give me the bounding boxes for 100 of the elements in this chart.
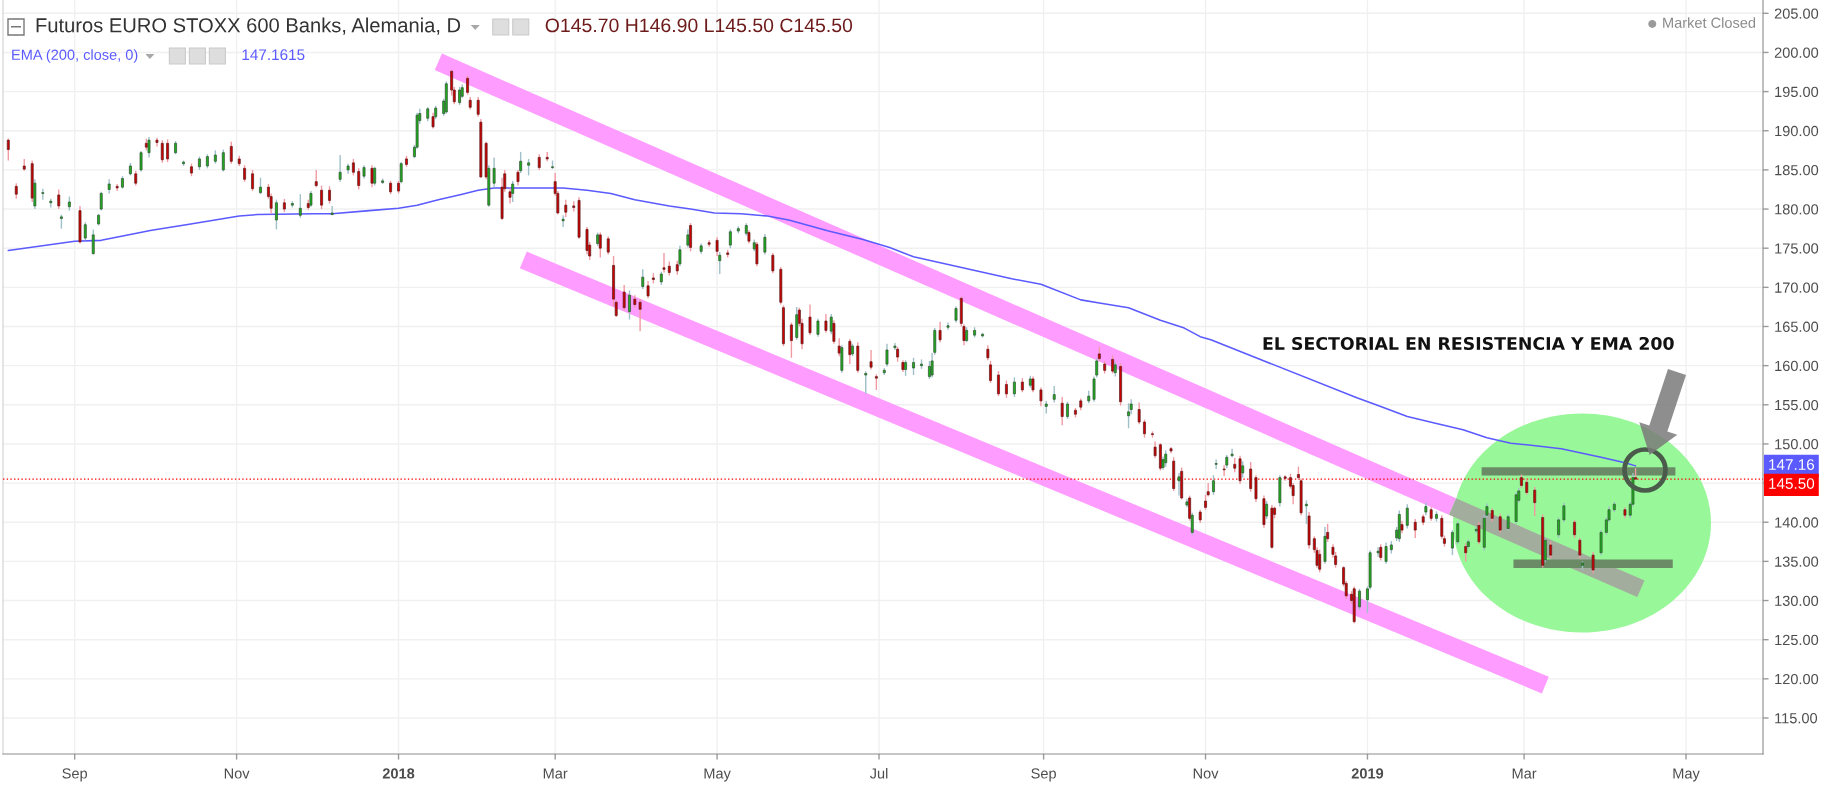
candlestick [1435,510,1438,523]
candlestick [816,317,820,338]
candlestick [1599,529,1603,556]
candlestick [606,235,610,256]
y-tick-label: 170.00 [1775,282,1819,293]
candlestick [1137,401,1141,426]
candlestick [1573,519,1576,539]
candlestick [808,303,812,336]
candlestick [920,358,923,370]
x-tick-label: 2019 [1351,768,1384,779]
y-tick-label: 195.00 [1775,86,1819,98]
candlestick [1214,458,1218,470]
candlestick [1039,386,1043,408]
x-tick-label: Nov [224,768,250,779]
annotation: EL SECTORIAL EN RESISTENCIA Y EMA 200 [1263,336,1674,351]
candlestick [678,245,682,267]
line-series [7,187,1637,467]
candlestick [1533,486,1537,517]
candlestick [1520,473,1523,489]
candlestick [99,191,103,212]
candlestick [399,161,403,184]
candlestick [755,241,759,267]
candlestick [1074,407,1077,419]
candlestick [1634,467,1637,480]
candlestick [405,155,408,168]
candlestick [790,321,793,359]
candlestick [997,370,1000,397]
candlestick [1092,375,1096,403]
candlestick [715,236,719,257]
candlestick [1305,499,1308,525]
candlestick [1005,379,1008,399]
candlestick [1413,518,1417,539]
y-tick-label: 200.00 [1774,47,1819,58]
text: Futuros EURO STOXX 600 Banks, Alemania, D [36,17,461,35]
candlestick [275,198,278,231]
y-tick-label: 130.00 [1775,595,1819,606]
candlestick [129,162,132,177]
candlestick [1119,362,1122,407]
candlestick [885,343,889,368]
candlestick [1318,548,1322,574]
candlestick [763,233,767,256]
candlestick [174,140,177,155]
candlestick [864,370,868,395]
candlestick [771,252,775,274]
candlestick [851,343,854,357]
candlestick [728,228,732,249]
candlestick [91,228,95,256]
candlestick [352,158,355,177]
candlestick [689,222,692,253]
candlestick [41,188,45,201]
candlestick [545,151,549,162]
candlestick [1060,396,1064,426]
candlestick [824,313,828,334]
candlestick [848,338,852,365]
candlestick [282,198,286,213]
candlestick [370,164,374,188]
candlestick [1177,472,1181,497]
candlestick [1190,512,1194,536]
candlestick [1376,546,1380,558]
x-tick-label: Mar [543,768,568,779]
candlestick [121,175,124,190]
candlestick [912,357,915,376]
candlestick [1212,474,1215,496]
candlestick [1012,376,1016,398]
y-tick-label: 125.00 [1775,634,1819,646]
y-tick-label: 205.00 [1774,8,1819,19]
candlestick [1249,461,1253,493]
candlestick [662,252,666,274]
candlestick [782,304,785,347]
annotation: Market Closed [1663,17,1756,28]
candlestick [1543,537,1547,563]
candlestick [397,180,400,195]
candlestick [973,326,976,339]
x-tick-label: May [1673,768,1700,782]
candlestick [1143,418,1146,439]
y-tick-label: 165.00 [1775,321,1819,332]
y-tick-label: 135.00 [1775,556,1819,567]
candlestick [198,155,201,171]
candlestick [989,360,992,384]
candlestick [373,166,377,187]
y-tick-label: 150.00 [1775,439,1819,450]
candlestick [1326,523,1330,543]
candlestick [938,321,942,343]
candlestick [1464,542,1468,563]
candlestick [829,313,833,336]
candlestick [298,193,302,219]
candlestick [1066,400,1069,420]
candlestick [328,185,331,205]
candlestick [869,349,873,371]
candlestick [1562,501,1566,523]
candlestick [259,177,262,195]
candlestick [182,159,185,167]
x-tick-label: Sep [62,768,88,782]
candlestick [458,86,461,106]
candlestick [160,139,164,164]
candlestick [243,164,246,183]
candlestick [1095,357,1099,379]
candlestick [1254,474,1258,503]
candlestick [981,332,984,339]
candlestick [585,226,589,256]
